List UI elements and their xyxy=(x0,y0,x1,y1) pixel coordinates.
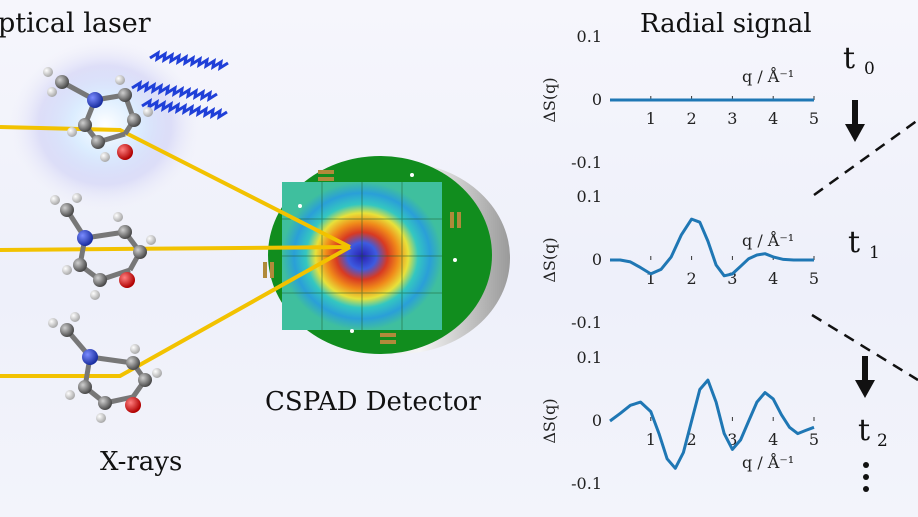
molecule-2 xyxy=(50,193,156,300)
detector-label: CSPAD Detector xyxy=(265,387,481,417)
optical-laser-waves xyxy=(131,49,229,121)
x-tick-label: 1 xyxy=(646,430,656,449)
x-tick-label: 5 xyxy=(809,269,819,288)
optical-laser-label: ptical laser xyxy=(0,8,151,39)
time-label-1-t: t xyxy=(848,225,860,260)
time-label-2: t 2 xyxy=(858,413,888,451)
x-tick-label: 1 xyxy=(646,269,656,288)
signal-chart-2: 0.1 0 -0.1 ΔS(q) 1 2 3 4 5 q / Å⁻¹ xyxy=(540,348,819,493)
x-axis-label: q / Å⁻¹ xyxy=(742,66,794,86)
detector-connectors xyxy=(263,170,461,344)
radial-signal-charts: 0.1 0 -0.1 ΔS(q) 1 2 3 4 5 q / Å⁻¹ 0.1 0 -0.1 ΔS(q) 1 2… xyxy=(540,27,819,493)
molecule-3 xyxy=(48,312,162,423)
x-tick-label: 1 xyxy=(646,109,656,128)
xray-beams xyxy=(0,125,351,378)
signal-line xyxy=(610,217,814,278)
cspad-detector xyxy=(263,156,510,354)
y-tick-label: 0.1 xyxy=(577,27,602,46)
x-tick-label: 4 xyxy=(768,430,778,449)
y-tick-label: 0.1 xyxy=(577,348,602,367)
time-label-0-sub: 0 xyxy=(864,59,875,79)
signal-chart-1: 0.1 0 -0.1 ΔS(q) 1 2 3 4 5 q / Å⁻¹ xyxy=(540,187,819,332)
time-label-2-t: t xyxy=(858,413,870,448)
x-tick-label: 2 xyxy=(687,430,697,449)
xrays-label: X-rays xyxy=(100,447,182,477)
time-label-1-sub: 1 xyxy=(869,243,880,263)
zoom-lines xyxy=(811,118,918,382)
x-tick-label: 4 xyxy=(768,109,778,128)
time-label-0: t 0 xyxy=(843,41,875,79)
x-tick-label: 5 xyxy=(809,430,819,449)
x-tick-label: 3 xyxy=(727,269,737,288)
time-label-0-t: t xyxy=(843,41,855,76)
x-tick-label: 2 xyxy=(687,109,697,128)
time-label-2-sub: 2 xyxy=(877,431,888,451)
y-axis-label: ΔS(q) xyxy=(540,237,559,282)
x-tick-label: 3 xyxy=(727,430,737,449)
time-label-1: t 1 xyxy=(848,225,880,263)
signal-chart-0: 0.1 0 -0.1 ΔS(q) 1 2 3 4 5 q / Å⁻¹ xyxy=(540,27,819,172)
radial-signal-label: Radial signal xyxy=(640,9,812,39)
x-tick-label: 5 xyxy=(809,109,819,128)
signal-line xyxy=(609,378,815,470)
laser-glow xyxy=(10,40,200,210)
y-tick-label: 0 xyxy=(592,250,602,269)
x-tick-label: 4 xyxy=(768,269,778,288)
more-time-steps-icon xyxy=(863,462,869,492)
time-arrow-2 xyxy=(855,356,875,398)
x-axis-label: q / Å⁻¹ xyxy=(742,452,794,472)
y-axis-label: ΔS(q) xyxy=(540,77,559,122)
y-tick-label: 0 xyxy=(592,411,602,430)
y-axis-label: ΔS(q) xyxy=(540,398,559,443)
time-arrow-1 xyxy=(845,100,865,142)
y-tick-label: -0.1 xyxy=(571,474,602,493)
molecule-1 xyxy=(43,67,153,162)
y-tick-label: -0.1 xyxy=(571,153,602,172)
x-tick-label: 2 xyxy=(687,269,697,288)
x-tick-label: 3 xyxy=(727,109,737,128)
y-tick-label: -0.1 xyxy=(571,313,602,332)
x-axis-label: q / Å⁻¹ xyxy=(742,230,794,250)
y-tick-label: 0 xyxy=(592,90,602,109)
y-tick-label: 0.1 xyxy=(577,187,602,206)
